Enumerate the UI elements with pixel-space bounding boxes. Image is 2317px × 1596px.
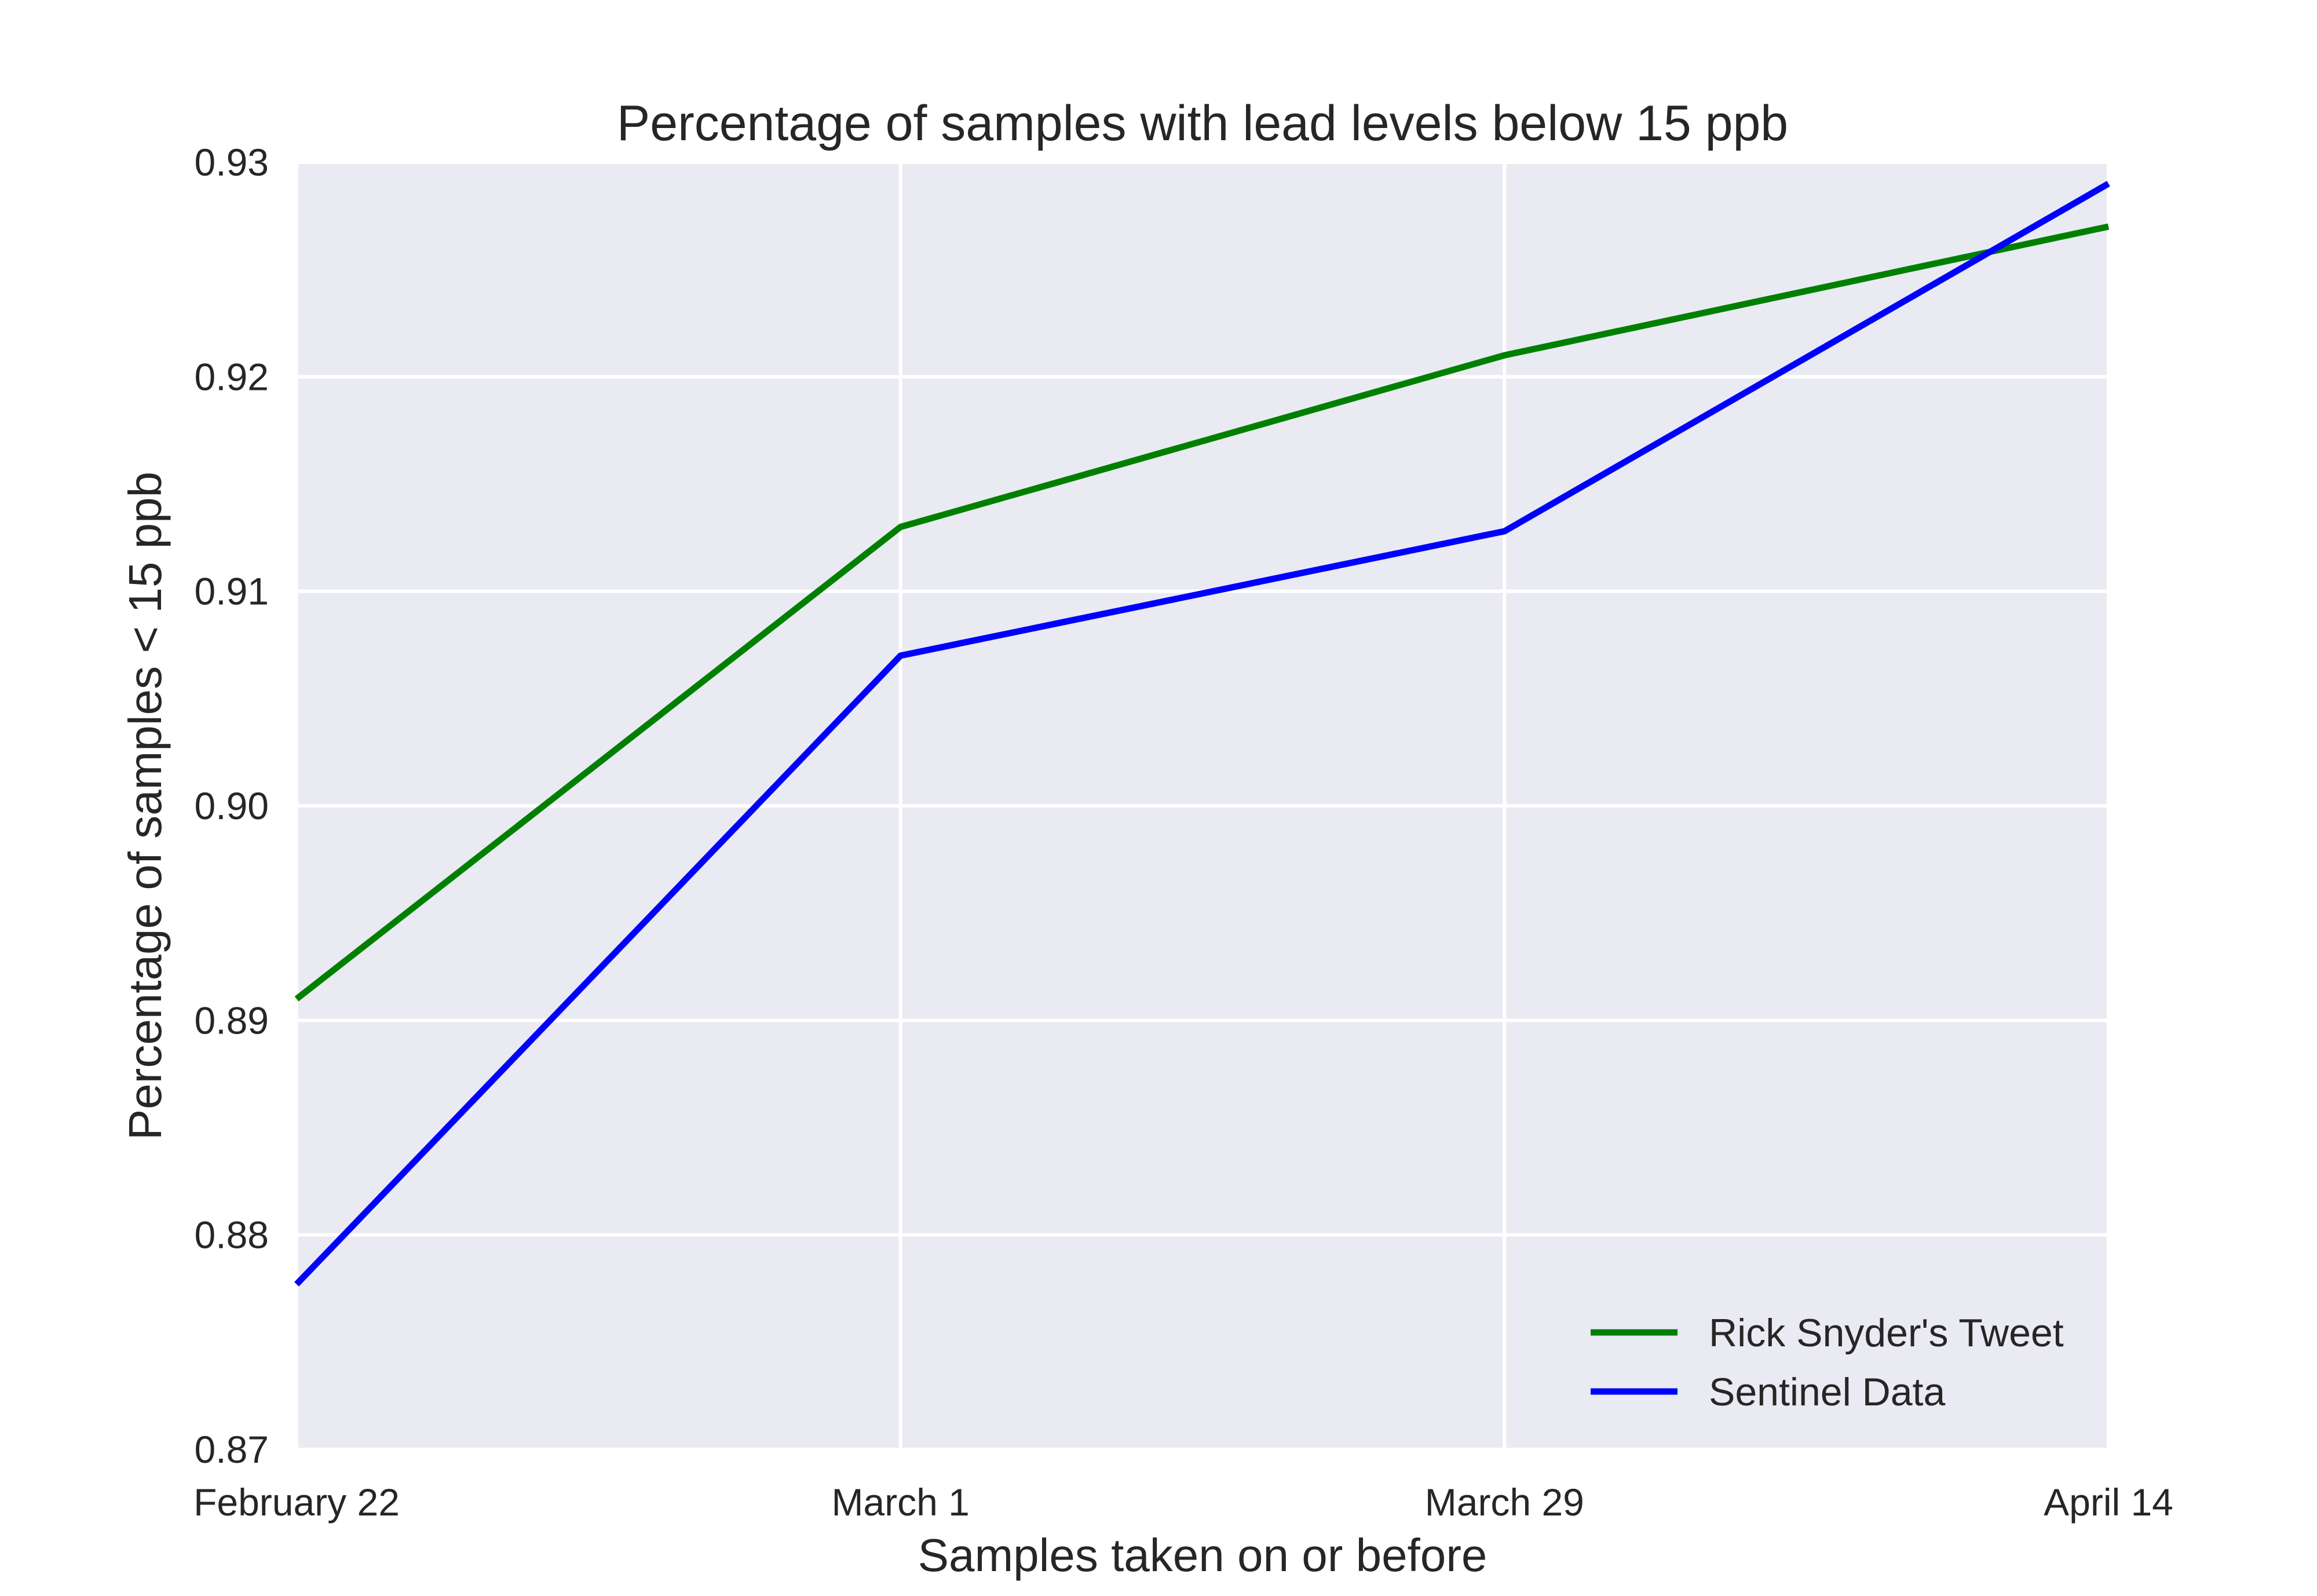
y-tick-label: 0.93 bbox=[195, 141, 269, 184]
legend-label: Rick Snyder's Tweet bbox=[1709, 1311, 2064, 1355]
x-axis-label: Samples taken on or before bbox=[918, 1529, 1488, 1581]
y-tick-label: 0.87 bbox=[195, 1428, 269, 1471]
y-axis-label: Percentage of samples < 15 ppb bbox=[119, 472, 171, 1140]
y-tick-label: 0.88 bbox=[195, 1214, 269, 1257]
y-tick-label: 0.89 bbox=[195, 999, 269, 1042]
y-tick-label: 0.91 bbox=[195, 570, 269, 613]
y-axis-ticks: 0.87 0.88 0.89 0.90 0.91 0.92 0.93 bbox=[195, 141, 269, 1471]
x-axis-ticks: February 22 March 1 March 29 April 14 bbox=[193, 1481, 2173, 1524]
x-tick-label: March 29 bbox=[1425, 1481, 1584, 1524]
x-tick-label: March 1 bbox=[831, 1481, 969, 1524]
chart-title: Percentage of samples with lead levels b… bbox=[617, 96, 1788, 151]
y-tick-label: 0.92 bbox=[195, 355, 269, 398]
x-tick-label: February 22 bbox=[193, 1481, 400, 1524]
y-tick-label: 0.90 bbox=[195, 784, 269, 827]
legend-label: Sentinel Data bbox=[1709, 1370, 1945, 1414]
x-tick-label: April 14 bbox=[2044, 1481, 2173, 1524]
